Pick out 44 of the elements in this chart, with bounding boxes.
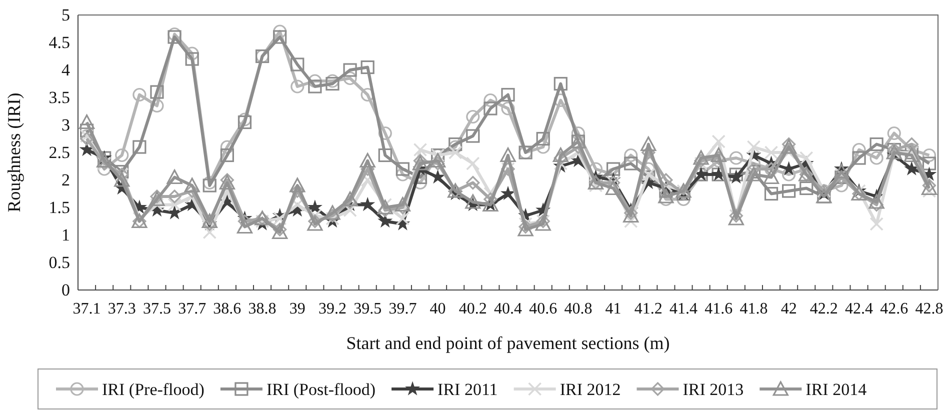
y-tick-label: 1.5 <box>48 198 70 217</box>
x-tick-label: 42.6 <box>880 300 908 318</box>
x-tick-label: 40.2 <box>458 300 487 318</box>
x-tick-label: 40 <box>430 300 446 318</box>
x-tick-label: 40.4 <box>494 300 522 318</box>
legend-label: IRI 2013 <box>682 380 744 399</box>
y-tick-label: 3.5 <box>48 88 70 107</box>
y-tick-label: 3 <box>62 115 70 134</box>
x-tick-label: 39 <box>289 300 306 318</box>
x-tick-label: 41 <box>605 300 622 318</box>
y-tick-label: 4 <box>62 60 70 80</box>
legend-label: IRI (Pre-flood) <box>102 380 204 399</box>
legend-label: IRI 2014 <box>806 380 868 399</box>
x-tick-label: 41.2 <box>634 300 662 318</box>
y-tick-label: 1 <box>62 225 70 244</box>
y-tick-label: 5 <box>62 5 70 24</box>
x-tick-label: 40.8 <box>564 300 592 318</box>
x-tick-label: 42.2 <box>810 300 838 318</box>
x-tick-label: 40.6 <box>529 300 558 318</box>
x-tick-label: 42 <box>780 300 797 318</box>
x-tick-label: 39.5 <box>354 300 382 318</box>
x-tick-label: 37.3 <box>108 300 136 318</box>
x-tick-label: 42.4 <box>845 300 874 318</box>
legend-label: IRI 2011 <box>438 380 498 399</box>
x-tick-label: 38.6 <box>213 300 242 318</box>
y-tick-label: 0 <box>62 280 70 300</box>
y-tick-label: 2 <box>62 170 70 190</box>
x-axis-title: Start and end point of pavement sections (m) <box>346 333 670 353</box>
x-tick-label: 42.8 <box>915 300 944 318</box>
legend-label: IRI 2012 <box>560 380 621 399</box>
x-tick-label: 37.1 <box>72 300 101 318</box>
y-tick-label: 4.5 <box>48 32 70 52</box>
x-tick-label: 37.7 <box>178 300 206 318</box>
x-tick-label: 39.2 <box>318 300 346 318</box>
x-tick-label: 38.8 <box>248 300 276 318</box>
legend-label: IRI (Post-flood) <box>266 380 376 399</box>
x-tick-label: 41.6 <box>704 300 733 318</box>
y-axis-title: Roughness (IRI) <box>4 92 24 212</box>
y-tick-label: 0.5 <box>48 252 70 272</box>
x-tick-label: 39.7 <box>388 300 417 318</box>
x-tick-label: 41.4 <box>670 300 698 318</box>
x-tick-label: 37.5 <box>142 300 171 318</box>
y-tick-label: 2.5 <box>48 142 70 162</box>
x-tick-label: 41.8 <box>740 300 768 318</box>
